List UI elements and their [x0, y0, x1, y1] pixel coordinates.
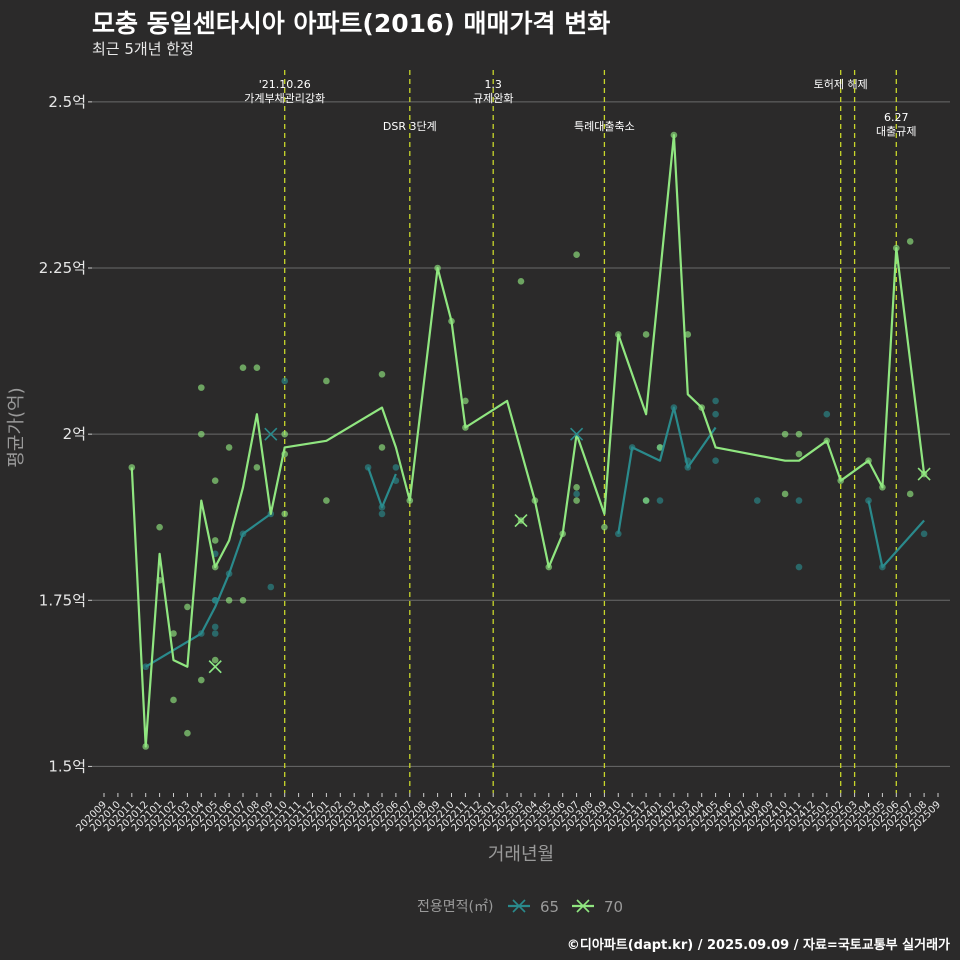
- chart-title: 모충 동일센타시아 아파트(2016) 매매가격 변화: [92, 9, 611, 38]
- data-point-70: [211, 477, 219, 484]
- data-point-70: [323, 497, 330, 504]
- event-label: 특례대출축소: [574, 120, 635, 133]
- cross-marker-65: [570, 427, 584, 441]
- data-point-65: [795, 563, 803, 571]
- cross-marker-70: [917, 467, 931, 481]
- data-point-70: [198, 676, 205, 684]
- y-tick-label: 2.25억: [39, 259, 86, 277]
- data-point-65: [281, 377, 289, 385]
- source-caption: ©디아파트(dapt.kr) / 2025.09.09 / 자료=국토교통부 실…: [566, 938, 950, 953]
- data-point-70: [573, 251, 580, 259]
- data-point-70: [253, 364, 261, 371]
- data-point-70: [378, 371, 386, 378]
- data-point-70: [323, 377, 330, 385]
- data-point-65: [573, 490, 580, 498]
- cross-marker-70: [208, 660, 222, 674]
- y-axis-title: 평균가(억): [6, 387, 27, 467]
- event-label: 토허제 해제: [814, 77, 868, 91]
- data-point-70: [198, 430, 205, 438]
- legend-swatch-cross-65: [512, 899, 526, 913]
- data-point-70: [128, 464, 136, 471]
- series-line-65: [617, 406, 717, 534]
- data-point-70: [906, 238, 914, 245]
- series-line-65: [367, 467, 397, 509]
- data-point-70: [225, 596, 233, 604]
- data-point-70: [170, 696, 177, 704]
- data-point-70: [378, 444, 386, 451]
- event-label: 대출규제: [876, 125, 916, 138]
- data-point-70: [601, 523, 608, 531]
- event-label: 6.27: [884, 111, 909, 124]
- data-point-65: [392, 464, 400, 471]
- data-point-70: [795, 450, 803, 458]
- data-point-70: [573, 497, 580, 504]
- y-tick-label: 2억: [63, 425, 86, 443]
- data-point-65: [920, 530, 928, 538]
- data-point-70: [573, 484, 580, 491]
- event-label: 가계부채관리강화: [244, 92, 325, 105]
- data-point-65: [267, 583, 275, 591]
- data-point-70: [656, 444, 664, 451]
- data-point-70: [684, 331, 692, 338]
- data-point-65: [378, 510, 386, 518]
- data-point-70: [225, 444, 233, 451]
- data-point-70: [781, 490, 789, 498]
- data-point-70: [170, 630, 177, 637]
- data-point-70: [281, 430, 289, 438]
- data-point-65: [712, 410, 719, 418]
- x-axis-title: 거래년월: [488, 844, 554, 865]
- cross-marker-70: [514, 513, 528, 528]
- series-line-70: [130, 134, 926, 748]
- series-line-65: [867, 500, 925, 569]
- series-line-65: [145, 513, 272, 668]
- data-point-65: [211, 630, 219, 637]
- legend-title: 전용면적(㎡): [417, 899, 493, 915]
- data-point-70: [642, 331, 650, 338]
- event-label: 규제완화: [473, 92, 513, 105]
- y-tick-label: 2.5억: [48, 93, 86, 111]
- cross-marker-65: [264, 427, 278, 441]
- legend-label-65: 65: [540, 898, 559, 916]
- legend-label-70: 70: [604, 898, 623, 916]
- legend-swatch-cross-70: [576, 899, 590, 913]
- event-label: 1.3: [484, 78, 502, 91]
- data-point-70: [198, 384, 205, 391]
- event-label: '21.10.26: [259, 78, 311, 91]
- data-point-70: [211, 537, 219, 544]
- chart-subtitle: 최근 5개년 한정: [92, 40, 194, 58]
- data-point-65: [656, 497, 664, 504]
- data-point-70: [281, 510, 289, 518]
- data-point-70: [253, 464, 261, 471]
- data-point-70: [239, 596, 247, 604]
- data-point-70: [211, 656, 219, 664]
- data-point-70: [795, 430, 803, 438]
- data-point-65: [615, 530, 622, 538]
- event-label: DSR 3단계: [383, 120, 437, 133]
- y-tick-label: 1.75억: [39, 591, 86, 609]
- data-point-65: [795, 497, 803, 504]
- data-point-70: [184, 603, 191, 611]
- data-point-65: [712, 397, 719, 405]
- data-point-70: [239, 364, 247, 371]
- data-point-65: [754, 497, 761, 504]
- data-point-70: [906, 490, 914, 498]
- y-tick-label: 1.5억: [48, 757, 86, 775]
- data-point-70: [462, 397, 469, 405]
- data-point-65: [211, 623, 219, 631]
- data-point-70: [184, 729, 191, 737]
- data-point-70: [517, 278, 525, 285]
- data-point-70: [642, 497, 650, 504]
- data-point-65: [823, 410, 831, 418]
- data-point-70: [156, 523, 163, 531]
- data-point-70: [781, 430, 789, 438]
- data-point-65: [712, 457, 719, 465]
